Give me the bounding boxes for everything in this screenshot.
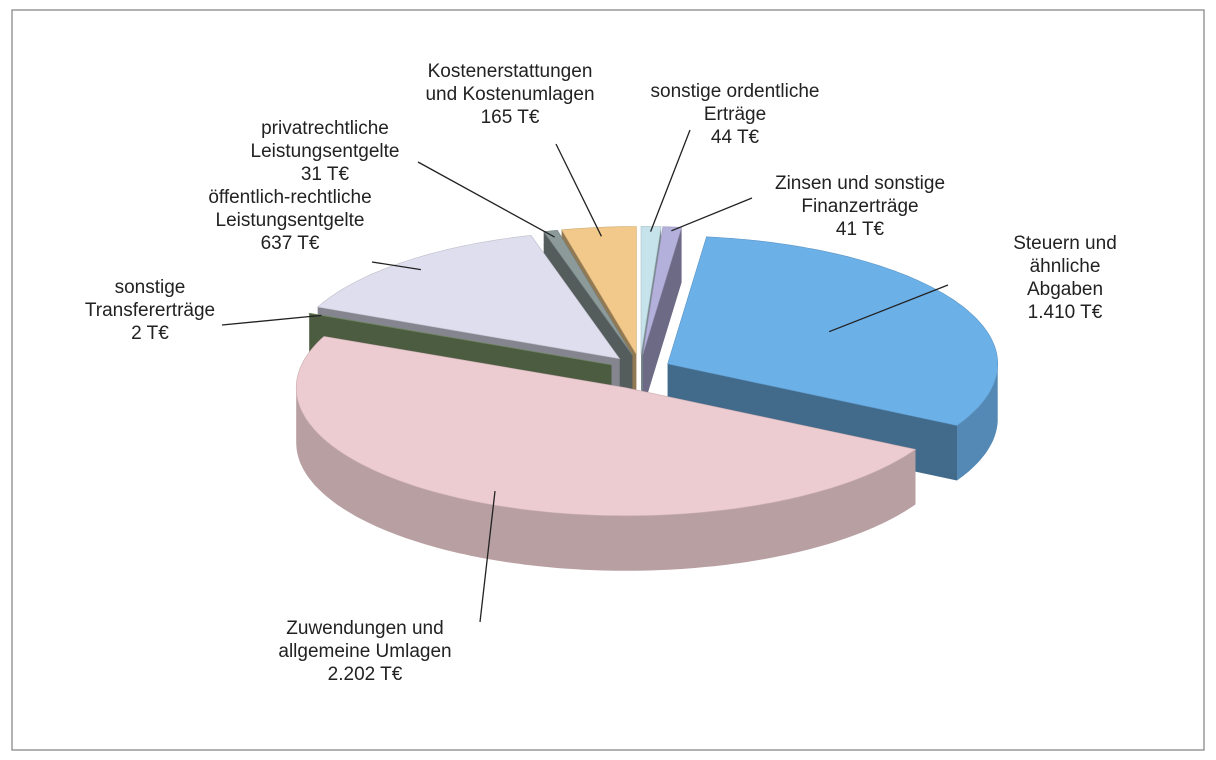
category-label: öffentlich-rechtliche Leistungsentgelte xyxy=(208,187,372,231)
slice-label: sonstige ordentliche Erträge 44 T€ xyxy=(651,80,820,149)
frame xyxy=(11,9,1205,751)
value-label: 44 T€ xyxy=(710,127,760,148)
value-label: 1.410 T€ xyxy=(1027,302,1103,323)
slice-top xyxy=(640,226,662,355)
slice-label: privatrechtliche Leistungsentgelte 31 T€ xyxy=(251,117,400,186)
leader-line xyxy=(649,129,691,232)
slice-label: Zuwendungen und allgemeine Umlagen 2.202 … xyxy=(278,617,451,686)
value-label: 2 T€ xyxy=(131,323,169,344)
category-label: privatrechtliche Leistungsentgelte xyxy=(250,118,400,162)
category-label: sonstige Transfererträge xyxy=(84,277,216,321)
slice xyxy=(642,226,682,410)
slice xyxy=(295,336,917,571)
value-label: 165 T€ xyxy=(480,107,540,128)
leader-line xyxy=(479,491,496,623)
slice-top xyxy=(642,226,682,355)
leader-line xyxy=(555,143,602,237)
slice-top xyxy=(543,229,633,356)
slice-label: sonstige Transfererträge 2 T€ xyxy=(85,276,215,345)
value-label: 637 T€ xyxy=(260,233,320,254)
slice-top xyxy=(561,226,637,356)
slice-side xyxy=(296,387,916,571)
slice-label: Kostenerstattungen und Kostenumlagen 165 … xyxy=(425,60,594,129)
leader-line xyxy=(371,261,421,271)
slice-top xyxy=(295,336,917,517)
slice xyxy=(667,236,998,481)
slice-wall xyxy=(642,227,682,410)
category-label: Kostenerstattungen und Kostenumlagen xyxy=(425,61,595,105)
slice-top xyxy=(317,235,621,360)
slice-top xyxy=(308,312,612,366)
slice-top xyxy=(667,236,998,426)
category-label: Steuern und ähnliche Abgaben xyxy=(1013,233,1117,300)
slice-label: Steuern und ähnliche Abgaben 1.410 T€ xyxy=(990,232,1141,324)
value-label: 2.202 T€ xyxy=(327,664,403,685)
leader-line xyxy=(221,314,322,326)
slice-side xyxy=(957,363,998,481)
leader-line xyxy=(828,284,949,333)
category-label: Zuwendungen und allgemeine Umlagen xyxy=(278,618,452,662)
category-label: sonstige ordentliche Erträge xyxy=(650,81,820,125)
value-label: 31 T€ xyxy=(300,164,350,185)
leader-line xyxy=(417,161,555,238)
category-label: Zinsen und sonstige Finanzerträge xyxy=(774,173,946,217)
slice-label: Zinsen und sonstige Finanzerträge 41 T€ xyxy=(775,172,945,241)
value-label: 41 T€ xyxy=(835,219,885,240)
leader-line xyxy=(671,197,753,232)
slice-label: öffentlich-rechtliche Leistungsentgelte 6… xyxy=(208,186,371,255)
